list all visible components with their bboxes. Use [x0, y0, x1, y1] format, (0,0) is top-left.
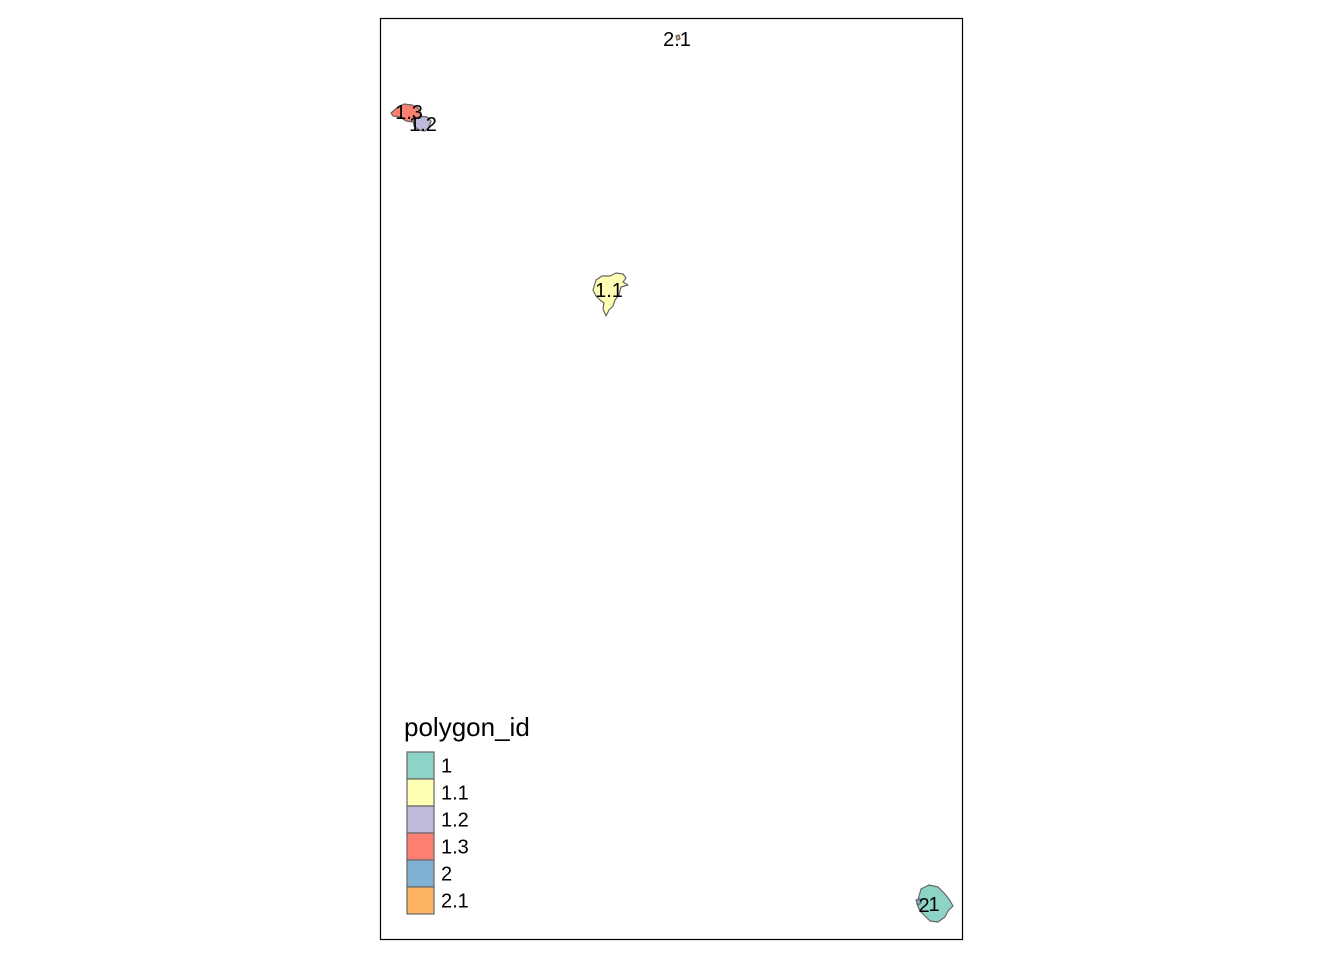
polygon-labels-layer: 2.1 1.3 1.2 1.1 2 1	[395, 29, 939, 917]
polygon-1-2[interactable]	[412, 115, 432, 132]
legend-title: polygon_id	[404, 712, 530, 742]
legend-label-2: 2	[441, 864, 452, 886]
polygon-label-1-3: 1.3	[395, 102, 423, 124]
polygon-label-1-2: 1.2	[409, 114, 437, 136]
polygon-2-1[interactable]	[675, 34, 681, 41]
map-frame	[379, 17, 964, 941]
legend-label-1: 1	[441, 756, 452, 778]
polygon-label-1: 1	[928, 894, 939, 916]
legend-swatch-2-1	[406, 886, 435, 915]
legend-label-2-1: 2.1	[441, 891, 469, 913]
polygon-2[interactable]	[915, 898, 922, 906]
legend-swatch-1-2	[406, 805, 435, 834]
legend-swatch-2	[406, 859, 435, 888]
legend: polygon_id 1 1.1 1.2 1.3 2 2.1	[404, 712, 530, 915]
legend-swatch-1-3	[406, 832, 435, 861]
legend-label-1-2: 1.2	[441, 810, 469, 832]
polygon-label-2: 2	[918, 895, 929, 917]
legend-swatch-1-1	[406, 778, 435, 807]
legend-swatch-1	[406, 751, 435, 780]
polygon-1[interactable]	[916, 884, 954, 923]
polygon-label-2-1: 2.1	[663, 29, 691, 51]
legend-entries: 1 1.1 1.2 1.3 2 2.1	[406, 751, 469, 915]
polygons-layer	[390, 34, 954, 923]
polygon-label-1-1: 1.1	[595, 280, 623, 302]
legend-label-1-3: 1.3	[441, 837, 469, 859]
legend-label-1-1: 1.1	[441, 783, 469, 805]
polygon-1-1[interactable]	[592, 272, 629, 317]
